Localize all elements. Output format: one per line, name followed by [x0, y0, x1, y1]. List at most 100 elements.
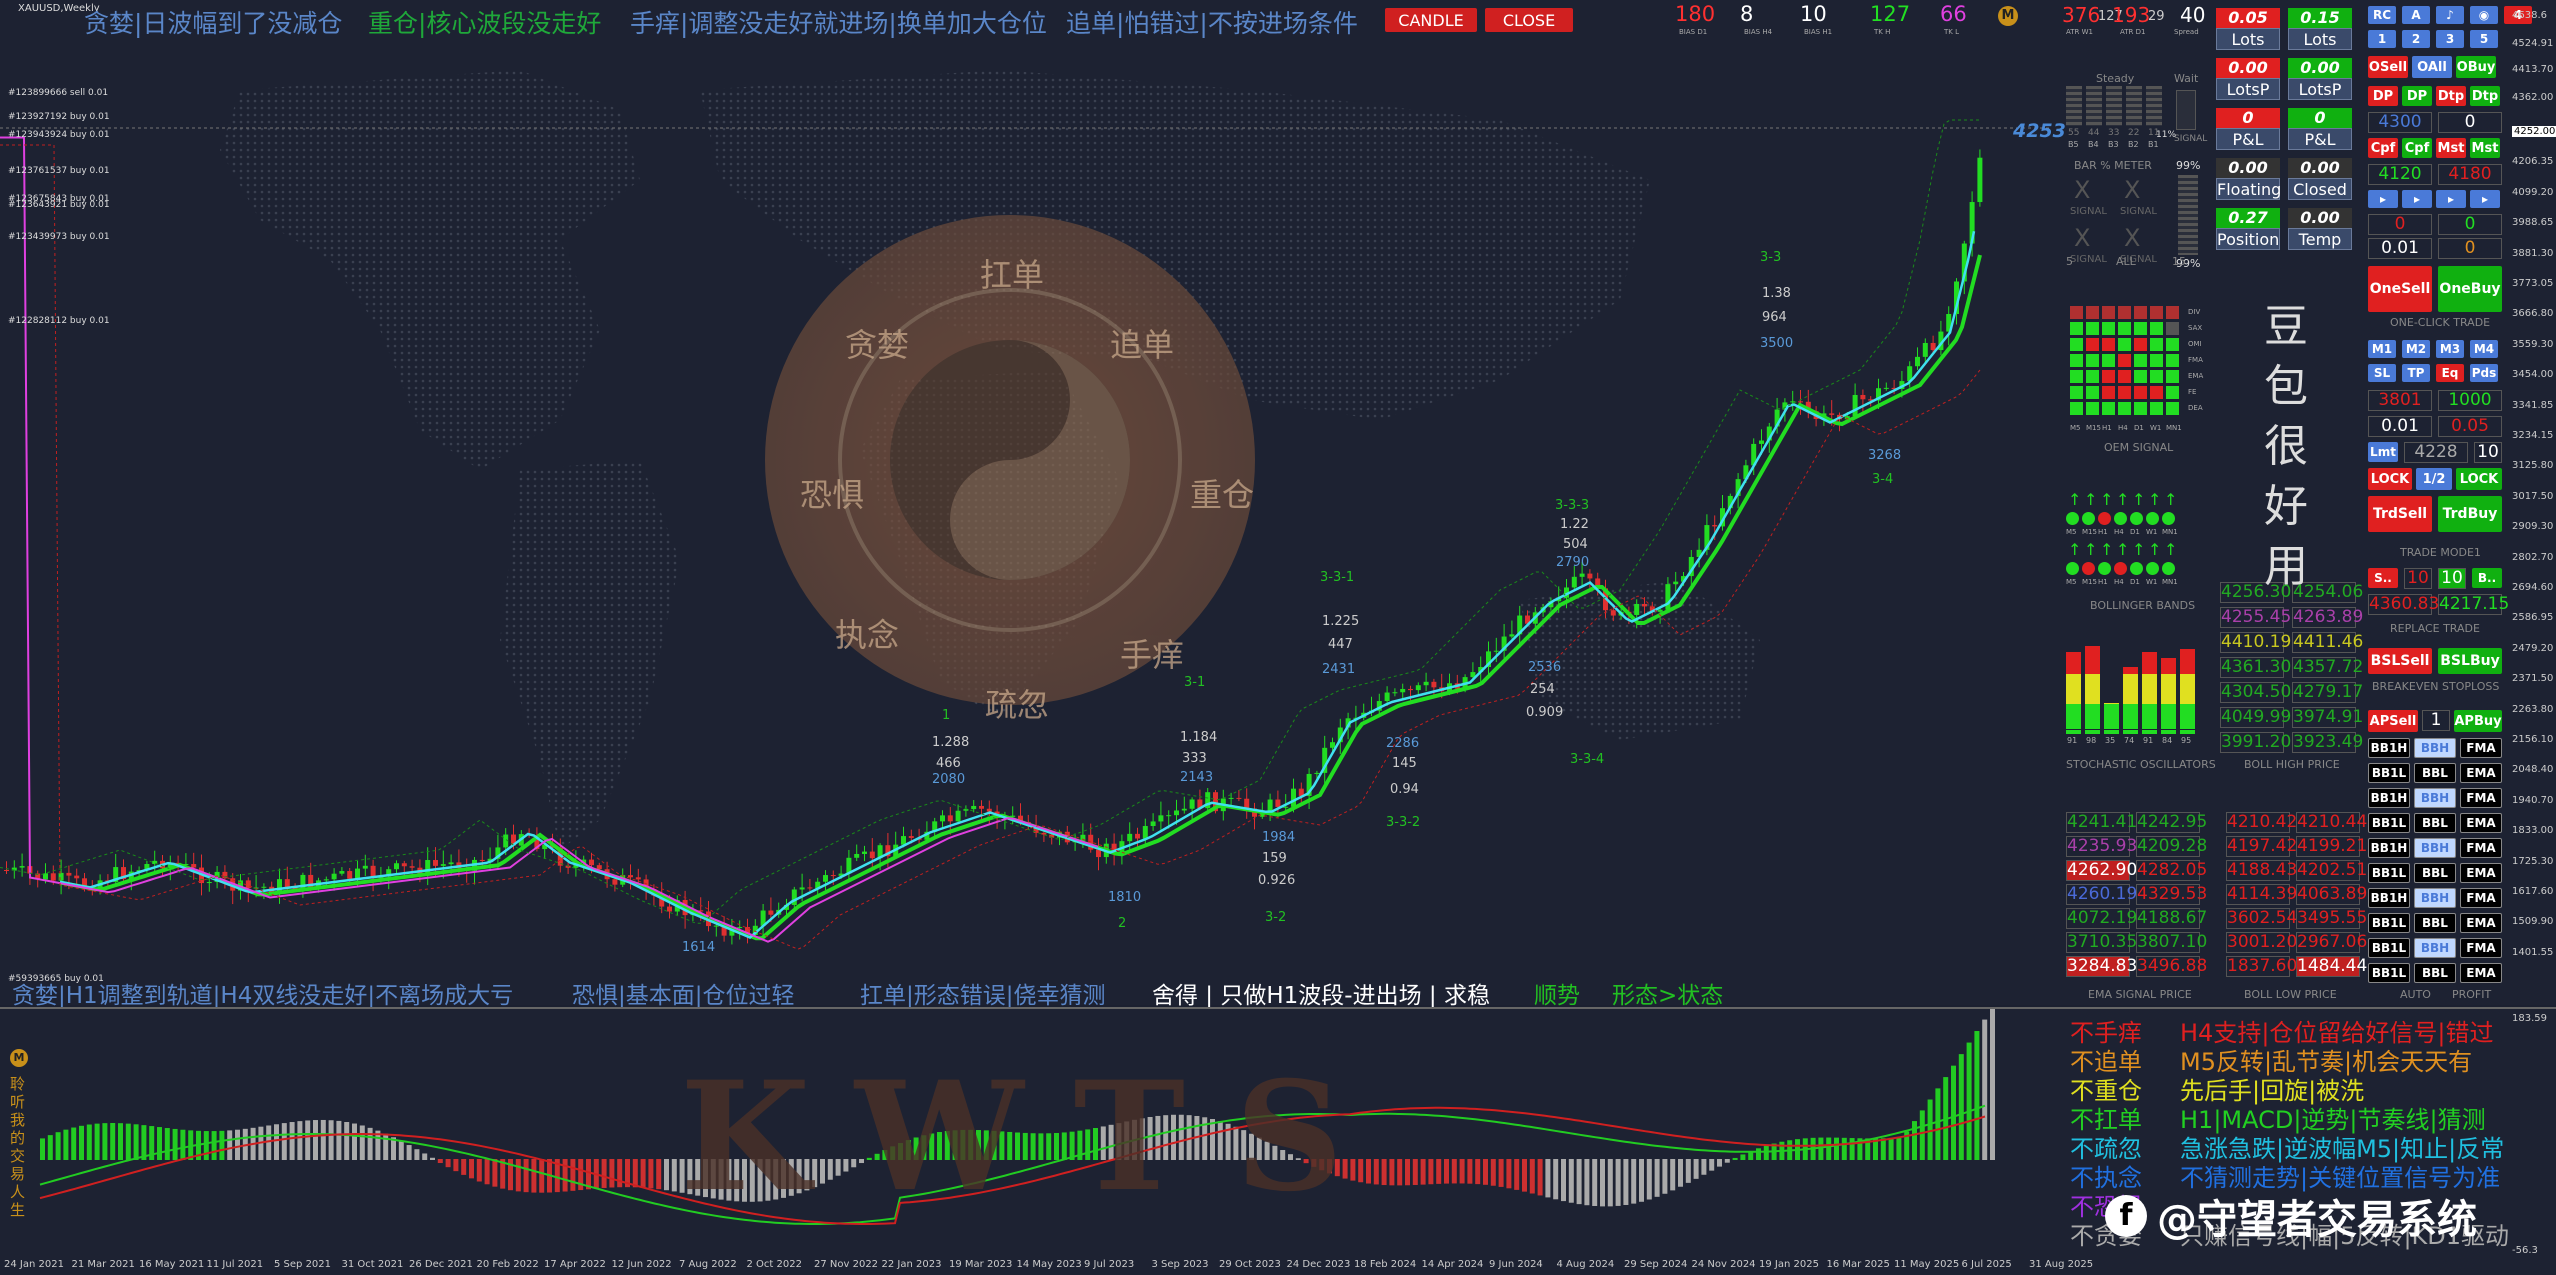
sl-button[interactable]: SL	[2368, 364, 2396, 382]
top-tool-button[interactable]: RC	[2368, 6, 2396, 24]
trdsell-button[interactable]: TrdSell	[2368, 496, 2432, 532]
sl-button[interactable]: TP	[2402, 364, 2430, 382]
auto-bb-button[interactable]: BBL	[2414, 863, 2456, 883]
tp1b-input[interactable]: 0	[2438, 112, 2502, 133]
auto-bb-button[interactable]: FMA	[2460, 938, 2502, 958]
auto-bb-button[interactable]: EMA	[2460, 913, 2502, 933]
cpf-button[interactable]: Mst	[2470, 138, 2500, 158]
arrow-button[interactable]: ▸	[2470, 190, 2500, 208]
auto-bb-button[interactable]: BBH	[2414, 838, 2456, 858]
apbuy-button[interactable]: APBuy	[2454, 710, 2502, 732]
v0a-input[interactable]: 0	[2368, 214, 2432, 235]
floating-label[interactable]: Floating	[2216, 178, 2282, 200]
s-button[interactable]: S..	[2368, 568, 2398, 588]
macd-subwindow[interactable]: KWTS M 聆听我的交易人生 不手痒 H4支持|仓位留给好信号|错过 不追单 M5反…	[0, 1007, 2556, 1275]
auto-bb-button[interactable]: EMA	[2460, 863, 2502, 883]
number-button[interactable]: 5	[2470, 30, 2498, 48]
auto-bb-button[interactable]: FMA	[2460, 838, 2502, 858]
lotsp-label[interactable]: LotsP	[2216, 78, 2280, 100]
onesell-button[interactable]: OneSell	[2368, 266, 2432, 312]
auto-bb-button[interactable]: EMA	[2460, 763, 2502, 783]
arrow-button[interactable]: ▸	[2402, 190, 2432, 208]
tp2b-input[interactable]: 4180	[2438, 164, 2502, 185]
r3801-input[interactable]: 3801	[2368, 390, 2432, 411]
arrow-button[interactable]: ▸	[2368, 190, 2398, 208]
auto-bb-button[interactable]: BB1H	[2368, 738, 2410, 758]
ap1-input[interactable]: 1	[2422, 710, 2450, 731]
cpf-button[interactable]: Cpf	[2368, 138, 2398, 158]
lotsp-label[interactable]: LotsP	[2288, 78, 2352, 100]
onebuy-button[interactable]: OneBuy	[2438, 266, 2502, 312]
r4228-input[interactable]: 4228	[2404, 442, 2468, 463]
pl-label[interactable]: P&L	[2288, 128, 2352, 150]
top-tool-button[interactable]: ◉	[2470, 6, 2498, 24]
auto-bb-button[interactable]: BB1L	[2368, 938, 2410, 958]
auto-bb-button[interactable]: BBH	[2414, 888, 2456, 908]
m-button[interactable]: M3	[2436, 340, 2464, 358]
rep2-input[interactable]: 4217.15	[2438, 594, 2510, 615]
auto-bb-button[interactable]: BB1L	[2368, 913, 2410, 933]
dp-button[interactable]: Dtp	[2436, 86, 2466, 106]
dp-button[interactable]: Dtp	[2470, 86, 2500, 106]
tp1-input[interactable]: 4300	[2368, 112, 2432, 133]
auto-bb-button[interactable]: BBL	[2414, 913, 2456, 933]
dp-button[interactable]: DP	[2402, 86, 2432, 106]
main-chart[interactable]: XAUUSD,Weekly 贪婪|日波幅到了没减仓 重仓|核心波段没走好 手痒|调整…	[0, 0, 2556, 1009]
auto-bb-button[interactable]: BB1H	[2368, 788, 2410, 808]
number-button[interactable]: 2	[2402, 30, 2430, 48]
auto-bb-button[interactable]: BBL	[2414, 963, 2456, 983]
position-label[interactable]: Temp	[2288, 228, 2352, 250]
rep1-input[interactable]: 4360.83	[2368, 594, 2440, 615]
auto-bb-button[interactable]: BB1H	[2368, 888, 2410, 908]
apsell-button[interactable]: APSell	[2368, 710, 2418, 732]
number-button[interactable]: 3	[2436, 30, 2464, 48]
auto-bb-button[interactable]: BB1L	[2368, 763, 2410, 783]
auto-bb-button[interactable]: FMA	[2460, 888, 2502, 908]
bslsell-button[interactable]: BSLSell	[2368, 648, 2432, 674]
order-button[interactable]: OSell	[2368, 56, 2408, 78]
m-button[interactable]: M1	[2368, 340, 2396, 358]
auto-bb-button[interactable]: FMA	[2460, 788, 2502, 808]
b-button[interactable]: B..	[2472, 568, 2502, 588]
lots-label[interactable]: Lots	[2216, 28, 2280, 50]
close-button[interactable]: CLOSE	[1485, 8, 1573, 32]
r1000-input[interactable]: 1000	[2438, 390, 2502, 411]
position-label[interactable]: Position	[2216, 228, 2280, 250]
r10-input[interactable]: 10	[2474, 442, 2502, 463]
top-tool-button[interactable]: A	[2402, 6, 2430, 24]
tp2-input[interactable]: 4120	[2368, 164, 2432, 185]
auto-bb-button[interactable]: FMA	[2460, 738, 2502, 758]
v0c-input[interactable]: 0	[2438, 238, 2502, 259]
cpf-button[interactable]: Mst	[2436, 138, 2466, 158]
order-button[interactable]: OBuy	[2456, 56, 2496, 78]
auto-bb-button[interactable]: BBL	[2414, 813, 2456, 833]
m-button[interactable]: M4	[2470, 340, 2498, 358]
lots-label[interactable]: Lots	[2288, 28, 2352, 50]
sl-button[interactable]: Pds	[2470, 364, 2498, 382]
auto-bb-button[interactable]: BBH	[2414, 788, 2456, 808]
dp-button[interactable]: DP	[2368, 86, 2398, 106]
r005-input[interactable]: 0.05	[2438, 416, 2502, 437]
auto-bb-button[interactable]: EMA	[2460, 963, 2502, 983]
cpf-button[interactable]: Cpf	[2402, 138, 2432, 158]
pl-label[interactable]: P&L	[2216, 128, 2280, 150]
candle-button[interactable]: CANDLE	[1385, 8, 1477, 32]
auto-bb-button[interactable]: BBH	[2414, 738, 2456, 758]
macd-histogram[interactable]	[0, 1009, 2070, 1275]
lock-buy-button[interactable]: LOCK	[2456, 468, 2502, 490]
top-tool-button[interactable]: ♪	[2436, 6, 2464, 24]
arrow-button[interactable]: ▸	[2436, 190, 2466, 208]
bslbuy-button[interactable]: BSLBuy	[2438, 648, 2502, 674]
auto-bb-button[interactable]: BBH	[2414, 938, 2456, 958]
number-button[interactable]: 1	[2368, 30, 2396, 48]
sl-button[interactable]: Eq	[2436, 364, 2464, 382]
auto-bb-button[interactable]: BBL	[2414, 763, 2456, 783]
lmt-button[interactable]: Lmt	[2368, 442, 2398, 462]
trdbuy-button[interactable]: TrdBuy	[2438, 496, 2502, 532]
auto-bb-button[interactable]: BB1L	[2368, 813, 2410, 833]
auto-bb-button[interactable]: BB1L	[2368, 963, 2410, 983]
m-button[interactable]: M2	[2402, 340, 2430, 358]
order-button[interactable]: OAll	[2412, 56, 2452, 78]
auto-bb-button[interactable]: BB1H	[2368, 838, 2410, 858]
floating-label[interactable]: Closed	[2288, 178, 2352, 200]
